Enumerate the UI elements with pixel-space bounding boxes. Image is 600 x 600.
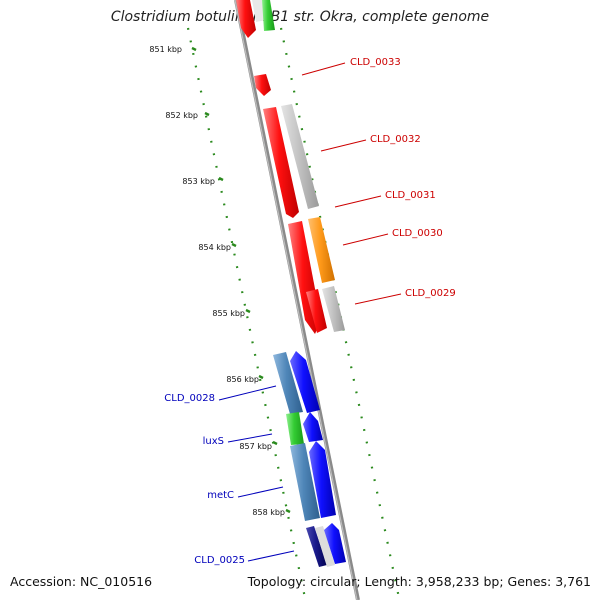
- tick-label: 857 kbp: [239, 442, 272, 451]
- accession-text: Accession: NC_010516: [10, 574, 153, 589]
- gene-label-luxs: luxS: [203, 436, 224, 447]
- gene-cld-0029-arrow: [306, 289, 327, 333]
- gene-cld-0025-arrow: [324, 523, 346, 564]
- gene-feature-partial: [236, 0, 256, 38]
- leader-line: [218, 385, 277, 401]
- gene-label-cld-0031: CLD_0031: [385, 190, 436, 201]
- leader-line: [320, 139, 367, 152]
- gene-cld-0028-arrow: [290, 351, 320, 413]
- ruler-tick-labels: 851 kbp 852 kbp 853 kbp 854 kbp 855 kbp …: [149, 45, 285, 517]
- ruler-ticks: [191, 46, 291, 514]
- gene-label-cld-0029: CLD_0029: [405, 288, 456, 299]
- gene-cld-0032-gray: [281, 104, 319, 209]
- genome-backbone: [234, 0, 360, 600]
- gene-cld-0029-gray: [322, 286, 345, 332]
- tick-label: 851 kbp: [149, 45, 182, 54]
- tick-label: 856 kbp: [226, 375, 259, 384]
- leader-line: [237, 486, 284, 498]
- gene-label-cld-0028: CLD_0028: [164, 393, 215, 404]
- leader-line: [227, 433, 273, 443]
- leader-line: [342, 233, 389, 246]
- gene-luxs-arrow: [303, 412, 323, 442]
- gene-cld-0033-arrow: [254, 74, 271, 96]
- genome-backbone-highlight: [234, 0, 358, 600]
- gene-luxs-bar: [286, 412, 304, 445]
- gene-metc-bar: [290, 443, 320, 521]
- gene-metc-arrow: [309, 441, 336, 518]
- leader-line: [301, 62, 346, 76]
- map-title: Clostridium botulinum B1 str. Okra, comp…: [110, 9, 490, 25]
- gene-label-cld-0032: CLD_0032: [370, 134, 421, 145]
- gene-label-cld-0030: CLD_0030: [392, 228, 443, 239]
- tick-label: 853 kbp: [182, 177, 215, 186]
- tick-label: 858 kbp: [252, 508, 285, 517]
- gene-cld-0028-bar: [273, 352, 303, 414]
- gene-cld-0025-bar: [306, 526, 327, 567]
- tick-label: 852 kbp: [165, 111, 198, 120]
- gene-label-cld-0025: CLD_0025: [194, 555, 245, 566]
- gene-label-metc: metC: [207, 490, 234, 501]
- leader-line: [354, 293, 402, 305]
- left-gene-labels: CLD_0028 luxS metC CLD_0025: [164, 393, 245, 566]
- tick-label: 855 kbp: [212, 309, 245, 318]
- tick-label: 854 kbp: [198, 243, 231, 252]
- leader-line: [334, 195, 382, 208]
- gene-feature-partial: [262, 0, 275, 31]
- topology-summary: Topology: circular; Length: 3,958,233 bp…: [247, 574, 591, 589]
- gene-cld-0032-arrow: [263, 107, 299, 218]
- gene-cld-0025-gray: [315, 526, 335, 567]
- gene-cld-0030-arrow: [308, 217, 335, 283]
- leader-line: [247, 550, 295, 562]
- gene-label-cld-0033: CLD_0033: [350, 57, 401, 68]
- right-gene-labels: CLD_0033 CLD_0032 CLD_0031 CLD_0030 CLD_…: [350, 57, 456, 299]
